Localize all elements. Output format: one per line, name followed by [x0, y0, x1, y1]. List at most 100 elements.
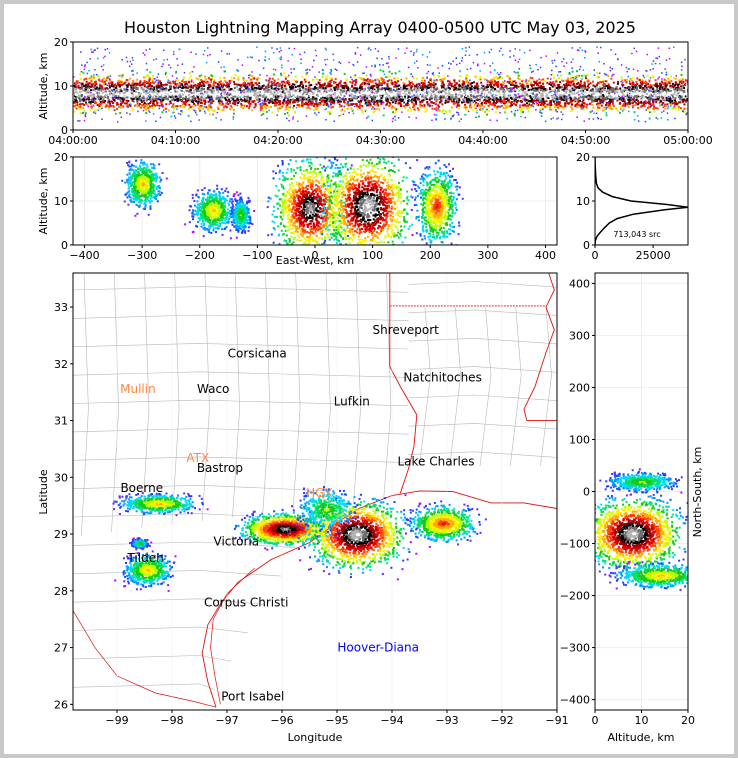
source-dot — [335, 97, 338, 100]
source-dot — [144, 95, 147, 98]
source-dot — [319, 85, 322, 88]
source-dot — [343, 90, 345, 93]
source-dot — [376, 83, 379, 86]
source-dot — [546, 103, 549, 106]
source-dot — [601, 90, 603, 93]
source-dot — [425, 109, 428, 112]
source-dot — [549, 100, 552, 103]
source-dot — [509, 78, 512, 81]
source-dot — [543, 79, 546, 82]
source-dot — [336, 101, 339, 104]
source-dot — [315, 107, 318, 110]
source-dot — [618, 94, 621, 96]
source-dot — [198, 74, 201, 77]
source-dot — [562, 91, 565, 94]
source-dot — [275, 104, 278, 107]
source-dot — [507, 105, 510, 108]
source-dot — [504, 110, 507, 113]
source-dot — [259, 107, 262, 110]
source-dot — [656, 82, 658, 85]
source-dot — [538, 101, 541, 104]
source-dot — [387, 88, 390, 91]
source-dot — [543, 93, 545, 95]
source-dot — [305, 74, 308, 77]
source-dot — [524, 98, 527, 101]
source-dot — [197, 90, 200, 93]
source-dot — [632, 82, 635, 85]
source-dot — [208, 85, 211, 88]
source-dot — [677, 84, 680, 86]
source-dot — [388, 104, 391, 107]
source-dot — [135, 82, 138, 85]
source-dot — [540, 79, 543, 81]
source-dot — [475, 76, 478, 79]
source-dot — [650, 93, 653, 96]
source-dot — [596, 83, 599, 86]
source-dot — [578, 87, 581, 89]
source-dot — [435, 88, 438, 91]
source-dot — [357, 95, 360, 98]
source-dot — [184, 82, 187, 85]
source-dot — [229, 91, 232, 94]
source-dot — [500, 85, 503, 88]
source-dot — [562, 106, 565, 109]
source-dot — [627, 99, 630, 101]
source-dot — [360, 90, 363, 93]
source-dot — [154, 89, 157, 92]
source-dot — [581, 103, 584, 106]
source-dot — [388, 75, 391, 78]
source-dot — [492, 78, 495, 81]
source-dot — [240, 92, 243, 95]
source-dot — [287, 90, 290, 93]
source-dot — [660, 95, 663, 98]
source-dot — [665, 95, 668, 98]
source-dot — [194, 110, 197, 113]
source-dot — [258, 98, 261, 101]
source-dot — [619, 111, 621, 114]
source-dot — [515, 84, 518, 87]
source-dot — [454, 84, 457, 87]
source-dot — [288, 106, 291, 109]
source-dot — [667, 99, 670, 102]
source-dot — [250, 78, 253, 81]
source-dot — [328, 97, 331, 100]
source-dot — [610, 95, 613, 98]
source-dot — [183, 76, 185, 79]
source-dot — [447, 93, 450, 96]
source-dot — [660, 86, 663, 88]
source-dot — [184, 99, 187, 102]
source-dot — [480, 104, 482, 107]
source-dot — [222, 85, 224, 88]
source-dot — [550, 108, 553, 111]
source-dot — [218, 81, 221, 84]
source-dot — [675, 103, 678, 106]
source-dot — [530, 100, 532, 103]
source-dot — [183, 86, 186, 89]
source-dot — [425, 94, 428, 97]
source-dot — [284, 108, 287, 111]
source-dot — [535, 82, 538, 85]
source-dot — [89, 102, 92, 105]
source-dot — [632, 98, 635, 101]
source-dot — [551, 85, 554, 88]
source-dot — [282, 103, 285, 106]
source-dot — [360, 86, 363, 88]
source-dot — [362, 90, 365, 93]
source-dot — [572, 89, 575, 92]
source-dot — [625, 78, 628, 81]
source-dot — [395, 100, 397, 103]
source-dot — [445, 87, 448, 90]
source-dot — [565, 83, 568, 86]
source-dot — [617, 93, 620, 96]
source-dot — [285, 93, 288, 96]
source-dot — [199, 87, 202, 90]
source-dot — [430, 101, 433, 104]
source-dot — [610, 89, 613, 91]
source-dot — [437, 75, 440, 77]
source-dot — [505, 94, 508, 97]
source-dot — [664, 86, 667, 89]
source-dot — [549, 81, 552, 84]
source-dot — [131, 95, 134, 98]
source-dot — [244, 100, 247, 103]
source-dot — [574, 88, 577, 91]
